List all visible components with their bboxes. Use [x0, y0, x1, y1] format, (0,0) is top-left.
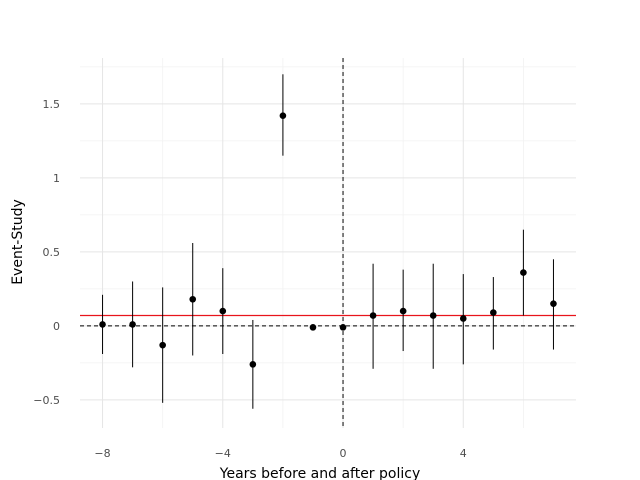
data-point — [279, 112, 287, 120]
data-point — [129, 321, 136, 328]
data-point — [159, 341, 166, 349]
reference-lines — [80, 58, 576, 428]
data-point — [309, 324, 317, 331]
data-point — [399, 307, 407, 315]
data-point — [429, 312, 437, 319]
data-point — [369, 312, 377, 319]
major-grid — [80, 58, 576, 428]
data-point — [520, 269, 527, 276]
data-point — [249, 361, 257, 368]
x-tick-label: −8 — [94, 447, 110, 460]
y-tick-label: 1 — [53, 172, 60, 185]
y-tick-label: 1.5 — [43, 98, 61, 111]
x-axis-tick-labels: −8 −4 0 4 — [94, 447, 466, 460]
data-points — [99, 112, 557, 368]
y-tick-label: 0 — [53, 320, 60, 333]
minor-grid — [80, 58, 576, 428]
data-point — [189, 295, 197, 303]
data-point — [219, 307, 227, 315]
data-point — [459, 315, 467, 322]
data-point — [339, 324, 347, 331]
x-axis-title: Years before and after policy — [219, 466, 420, 480]
data-point — [99, 321, 106, 328]
y-axis-title: Event-Study — [10, 199, 26, 285]
error-bars — [102, 74, 554, 409]
data-point — [490, 309, 497, 316]
y-axis-tick-labels: −0.5 0 0.5 1 1.5 — [33, 98, 60, 407]
y-tick-label: 0.5 — [43, 246, 61, 259]
data-point — [550, 300, 557, 307]
x-tick-label: 4 — [460, 447, 467, 460]
y-tick-label: −0.5 — [33, 394, 60, 407]
x-tick-label: −4 — [215, 447, 231, 460]
x-tick-label: 0 — [340, 447, 347, 460]
